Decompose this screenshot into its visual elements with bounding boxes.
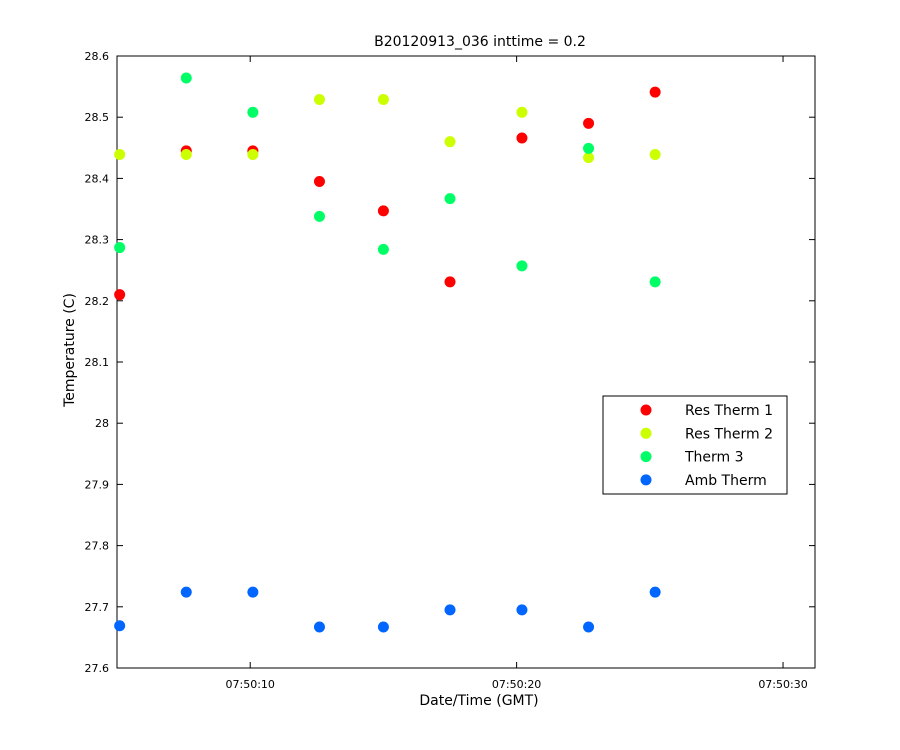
point-therm-3 [583,142,595,154]
legend-label-res-therm-2: Res Therm 2 [685,426,773,442]
point-therm-3 [114,242,126,254]
point-res-therm-2 [114,149,126,161]
y-tick-label: 27.9 [85,478,110,491]
point-therm-3 [377,243,389,255]
point-res-therm-2 [247,149,259,161]
point-amb-therm [516,604,528,616]
legend-marker-therm-3 [640,451,652,463]
point-res-therm-1 [444,276,456,288]
y-tick-label: 27.7 [85,601,110,614]
y-axis-title: Temperature (C) [62,293,78,408]
legend-marker-res-therm-2 [640,427,652,439]
y-tick-label: 27.6 [85,662,110,675]
point-res-therm-1 [114,289,126,301]
y-tick-label: 28.1 [85,356,110,369]
data-points [114,72,661,633]
point-res-therm-1 [377,205,389,217]
x-tick-label: 07:50:30 [758,678,807,691]
point-res-therm-1 [583,117,595,129]
point-therm-3 [313,210,325,222]
point-res-therm-2 [444,136,456,148]
point-therm-3 [649,276,661,288]
x-tick-label: 07:50:10 [226,678,275,691]
point-res-therm-2 [313,93,325,105]
point-res-therm-1 [516,132,528,144]
plot-area [116,55,816,669]
point-res-therm-2 [180,149,192,161]
point-amb-therm [180,586,192,598]
point-amb-therm [444,604,456,616]
point-therm-3 [444,193,456,205]
y-tick-label: 28.3 [85,234,110,247]
y-tick-label: 28.6 [85,50,110,63]
point-amb-therm [114,620,126,632]
y-tick-label: 28.4 [85,172,110,185]
legend-label-therm-3: Therm 3 [684,450,744,466]
y-tick-label: 28 [95,417,109,430]
point-amb-therm [247,586,259,598]
legend-marker-res-therm-1 [640,404,652,416]
point-res-therm-2 [583,152,595,164]
legend-marker-amb-therm [640,474,652,486]
point-amb-therm [649,586,661,598]
legend-label-amb-therm: Amb Therm [685,473,767,489]
point-res-therm-1 [313,175,325,187]
legend-label-res-therm-1: Res Therm 1 [685,403,773,419]
x-axis: 07:50:10 07:50:20 07:50:30 [226,56,808,691]
chart-title: B20120913_036 inttime = 0.2 [374,34,586,50]
y-tick-label: 28.5 [85,111,110,124]
point-therm-3 [180,72,192,84]
point-res-therm-2 [649,149,661,161]
point-res-therm-1 [649,86,661,98]
point-therm-3 [516,260,528,272]
point-amb-therm [377,621,389,633]
x-axis-title: Date/Time (GMT) [419,693,538,709]
point-therm-3 [247,106,259,118]
legend: Res Therm 1 Res Therm 2 Therm 3 Amb Therm [602,395,788,495]
y-axis: 27.6 27.7 27.8 27.9 28 28.1 28.2 28.3 28.4 28.5 28… [85,50,815,675]
y-tick-label: 27.8 [85,540,110,553]
y-tick-label: 28.2 [85,295,110,308]
point-res-therm-2 [516,106,528,118]
legend-box [602,395,788,495]
x-tick-label: 07:50:20 [492,678,541,691]
point-amb-therm [313,621,325,633]
point-amb-therm [583,621,595,633]
point-res-therm-2 [377,93,389,105]
